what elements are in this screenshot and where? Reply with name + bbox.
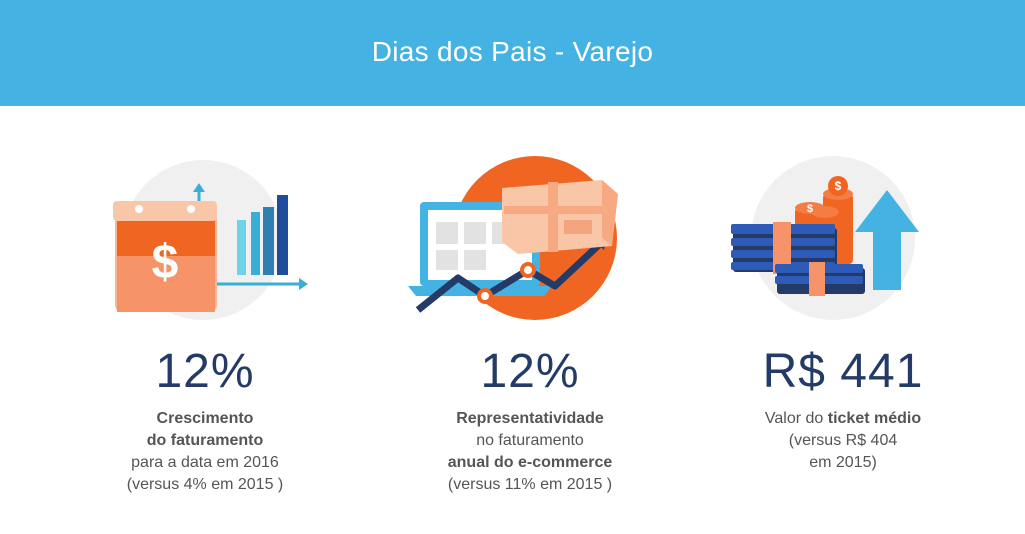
caption-text: no faturamento <box>476 432 584 449</box>
stat-caption: Valor do ticket médio (versus R$ 404 em … <box>693 408 993 474</box>
caption-text: Representatividade <box>456 410 604 427</box>
stat-value: 12% <box>155 345 255 398</box>
svg-text:$: $ <box>807 203 813 215</box>
caption-text: (versus R$ 404 <box>788 432 898 449</box>
caption-text: anual do e-commerce <box>447 454 613 471</box>
calendar-dollar-icon: $ <box>113 160 308 320</box>
page-title: Dias dos Pais - Varejo <box>371 36 654 67</box>
caption-text: Valor do <box>764 410 828 427</box>
caption-text-bold: ticket médio <box>827 410 922 427</box>
caption-line: Crescimento <box>55 408 355 430</box>
laptop-box-growth-icon <box>408 156 618 320</box>
header-banner: Dias dos Pais - Varejo <box>0 0 1025 106</box>
caption-line: (versus 4% em 2015 ) <box>55 474 355 496</box>
caption-line: Valor do ticket médio <box>693 408 993 430</box>
caption-text: para a data em 2016 <box>131 454 279 471</box>
stat-caption: Representatividade no faturamento anual … <box>380 408 680 496</box>
caption-text: (versus 11% em 2015 ) <box>447 476 613 493</box>
caption-text: (versus 4% em 2015 ) <box>126 476 284 493</box>
caption-text: do faturamento <box>146 432 264 449</box>
caption-text: em 2015) <box>809 454 877 471</box>
money-stack-arrow-icon: $ $ <box>731 156 919 320</box>
caption-line: (versus 11% em 2015 ) <box>380 474 680 496</box>
stat-value: R$ 441 <box>762 345 924 398</box>
stat-caption: Crescimento do faturamento para a data e… <box>55 408 355 496</box>
caption-text: Crescimento <box>156 410 254 427</box>
stat-value: 12% <box>480 345 580 398</box>
svg-text:$: $ <box>152 236 179 289</box>
caption-line: anual do e-commerce <box>380 452 680 474</box>
caption-line: em 2015) <box>693 452 993 474</box>
caption-line: do faturamento <box>55 430 355 452</box>
caption-line: Representatividade <box>380 408 680 430</box>
caption-line: para a data em 2016 <box>55 452 355 474</box>
caption-line: no faturamento <box>380 430 680 452</box>
svg-text:$: $ <box>835 179 842 193</box>
caption-line: (versus R$ 404 <box>693 430 993 452</box>
